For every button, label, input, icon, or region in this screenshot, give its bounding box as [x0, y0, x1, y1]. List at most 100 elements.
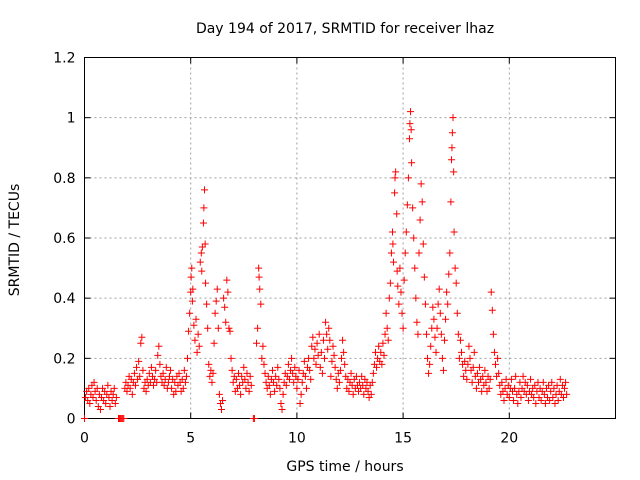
data-point — [427, 342, 435, 350]
data-point — [505, 393, 513, 401]
data-point — [228, 366, 236, 374]
data-point — [409, 204, 417, 212]
data-point — [277, 399, 285, 407]
data-point — [444, 300, 452, 308]
data-point — [226, 327, 234, 335]
data-point — [426, 360, 434, 368]
data-point — [238, 372, 246, 380]
axis-ticks: 0 0.2 0.4 0.6 0.8 1 1.2 0 5 10 15 20 — [53, 51, 616, 447]
data-point — [85, 384, 93, 392]
data-point — [360, 390, 368, 398]
data-point — [220, 294, 228, 302]
x-tick-label: 15 — [394, 431, 412, 447]
data-point — [188, 264, 196, 272]
data-point — [335, 378, 343, 386]
grid-lines — [84, 57, 616, 419]
data-point — [225, 324, 233, 332]
data-point — [415, 249, 423, 257]
data-point — [270, 378, 278, 386]
data-point — [150, 381, 158, 389]
data-point — [145, 369, 153, 377]
data-point — [539, 378, 547, 386]
data-point — [330, 351, 338, 359]
data-point — [161, 375, 169, 383]
data-point — [399, 324, 407, 332]
data-point — [178, 375, 186, 383]
data-point — [139, 366, 147, 374]
data-point — [349, 390, 357, 398]
data-point — [261, 369, 269, 377]
data-point — [86, 399, 94, 407]
data-point — [137, 339, 145, 347]
data-point — [383, 324, 391, 332]
data-point — [215, 390, 223, 398]
data-point — [187, 273, 195, 281]
data-point — [221, 303, 229, 311]
data-point — [482, 378, 490, 386]
data-point — [204, 324, 212, 332]
data-point — [447, 198, 455, 206]
data-point — [193, 348, 201, 356]
data-point — [211, 309, 219, 317]
data-point — [326, 336, 334, 344]
data-point — [443, 288, 451, 296]
data-point — [463, 375, 471, 383]
data-point — [135, 357, 143, 365]
data-point — [123, 387, 131, 395]
data-point — [417, 180, 425, 188]
data-point — [328, 357, 336, 365]
data-point — [488, 306, 496, 314]
data-point — [291, 363, 299, 371]
data-point — [551, 399, 559, 407]
data-point — [400, 276, 408, 284]
data-point — [437, 330, 445, 338]
data-point — [436, 309, 444, 317]
data-point — [397, 288, 405, 296]
data-point — [227, 354, 235, 362]
data-point — [212, 297, 220, 305]
data-point — [315, 330, 323, 338]
data-point — [327, 372, 335, 380]
data-point — [246, 372, 254, 380]
data-point — [388, 228, 396, 236]
data-point — [408, 159, 416, 167]
data-point — [155, 342, 163, 350]
data-point — [319, 336, 327, 344]
data-point — [240, 363, 248, 371]
data-point — [195, 342, 203, 350]
data-point — [441, 336, 449, 344]
data-point — [429, 303, 437, 311]
data-point — [203, 300, 211, 308]
data-point — [386, 279, 394, 287]
data-point — [131, 381, 139, 389]
data-point — [313, 339, 321, 347]
data-point — [110, 384, 118, 392]
data-point — [512, 372, 520, 380]
data-point — [368, 378, 376, 386]
data-point — [424, 354, 432, 362]
data-point — [242, 384, 250, 392]
data-point — [420, 273, 428, 281]
data-point — [310, 354, 318, 362]
data-point — [470, 348, 478, 356]
data-point — [418, 198, 426, 206]
data-point — [168, 384, 176, 392]
data-point — [359, 381, 367, 389]
data-point — [561, 384, 569, 392]
data-point — [189, 285, 197, 293]
data-point — [398, 309, 406, 317]
data-point — [316, 363, 324, 371]
data-point — [255, 264, 263, 272]
data-point — [284, 360, 292, 368]
y-tick-label: 0.4 — [53, 291, 75, 307]
data-point — [112, 393, 120, 401]
data-point — [402, 228, 410, 236]
data-point — [391, 174, 399, 182]
data-point — [442, 315, 450, 323]
data-point — [241, 375, 249, 383]
data-point — [210, 339, 218, 347]
data-point — [406, 120, 414, 128]
data-point — [253, 339, 261, 347]
data-point — [405, 135, 413, 143]
